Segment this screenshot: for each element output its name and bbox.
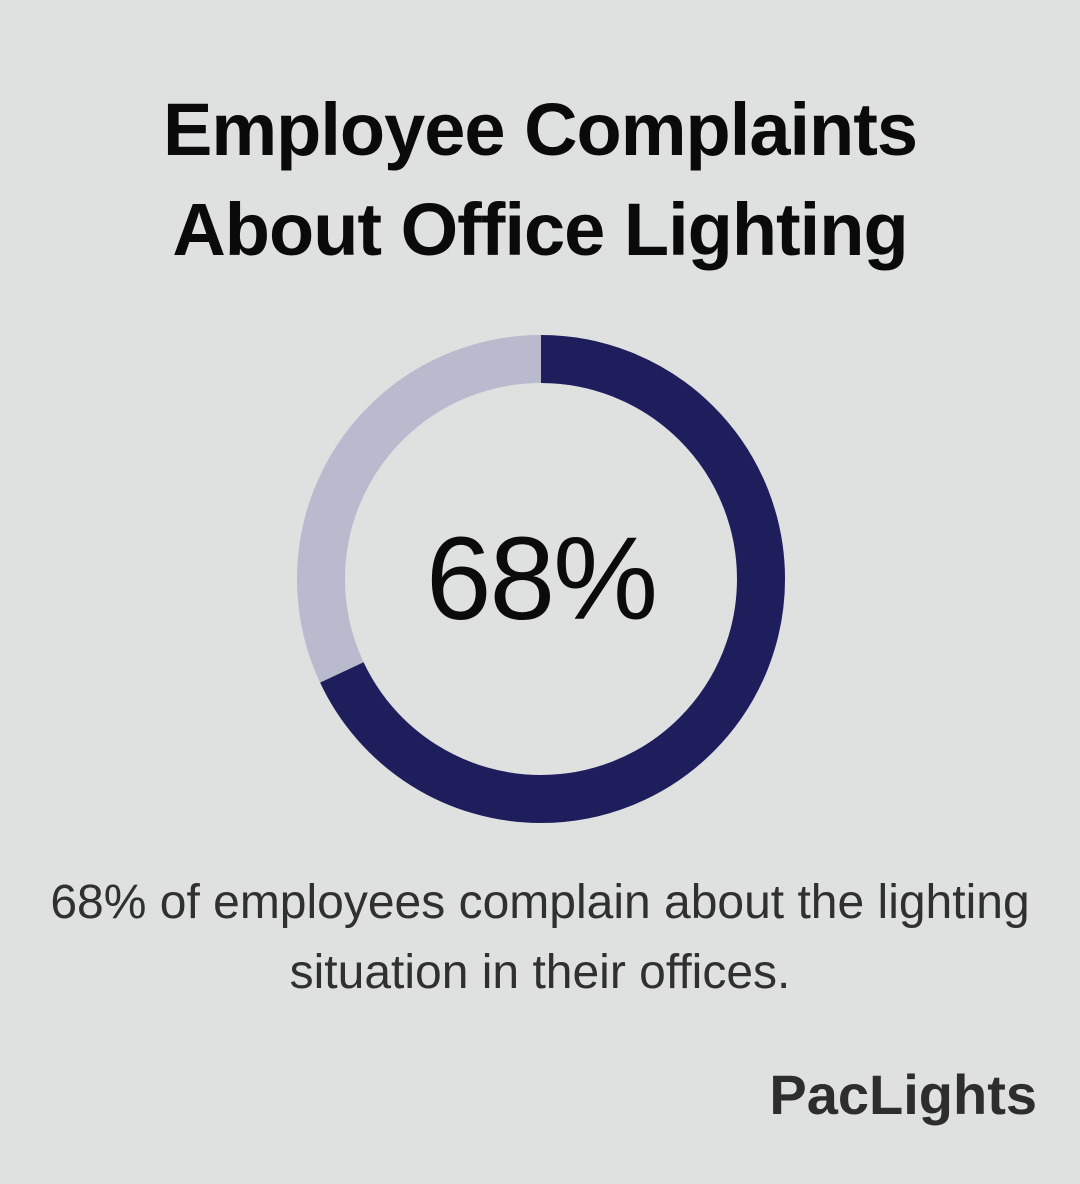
donut-value-arc [297, 335, 785, 823]
page-title-line-2: About Office Lighting [172, 188, 908, 271]
chart-caption-line-1: 68% of employees complain about the ligh… [50, 876, 1030, 929]
paclights-logo: PacLights [769, 1063, 1037, 1126]
chart-caption-line-2: situation in their offices. [289, 946, 791, 999]
donut-center-value: 68% [425, 513, 658, 645]
donut-chart: 68% [297, 335, 785, 823]
page-title-line-1: Employee Complaints [162, 88, 918, 171]
page-title: Employee Complaints About Office Lightin… [0, 80, 1080, 280]
chart-caption: 68% of employees complain about the ligh… [0, 868, 1080, 1008]
donut-chart-svg [297, 335, 785, 823]
